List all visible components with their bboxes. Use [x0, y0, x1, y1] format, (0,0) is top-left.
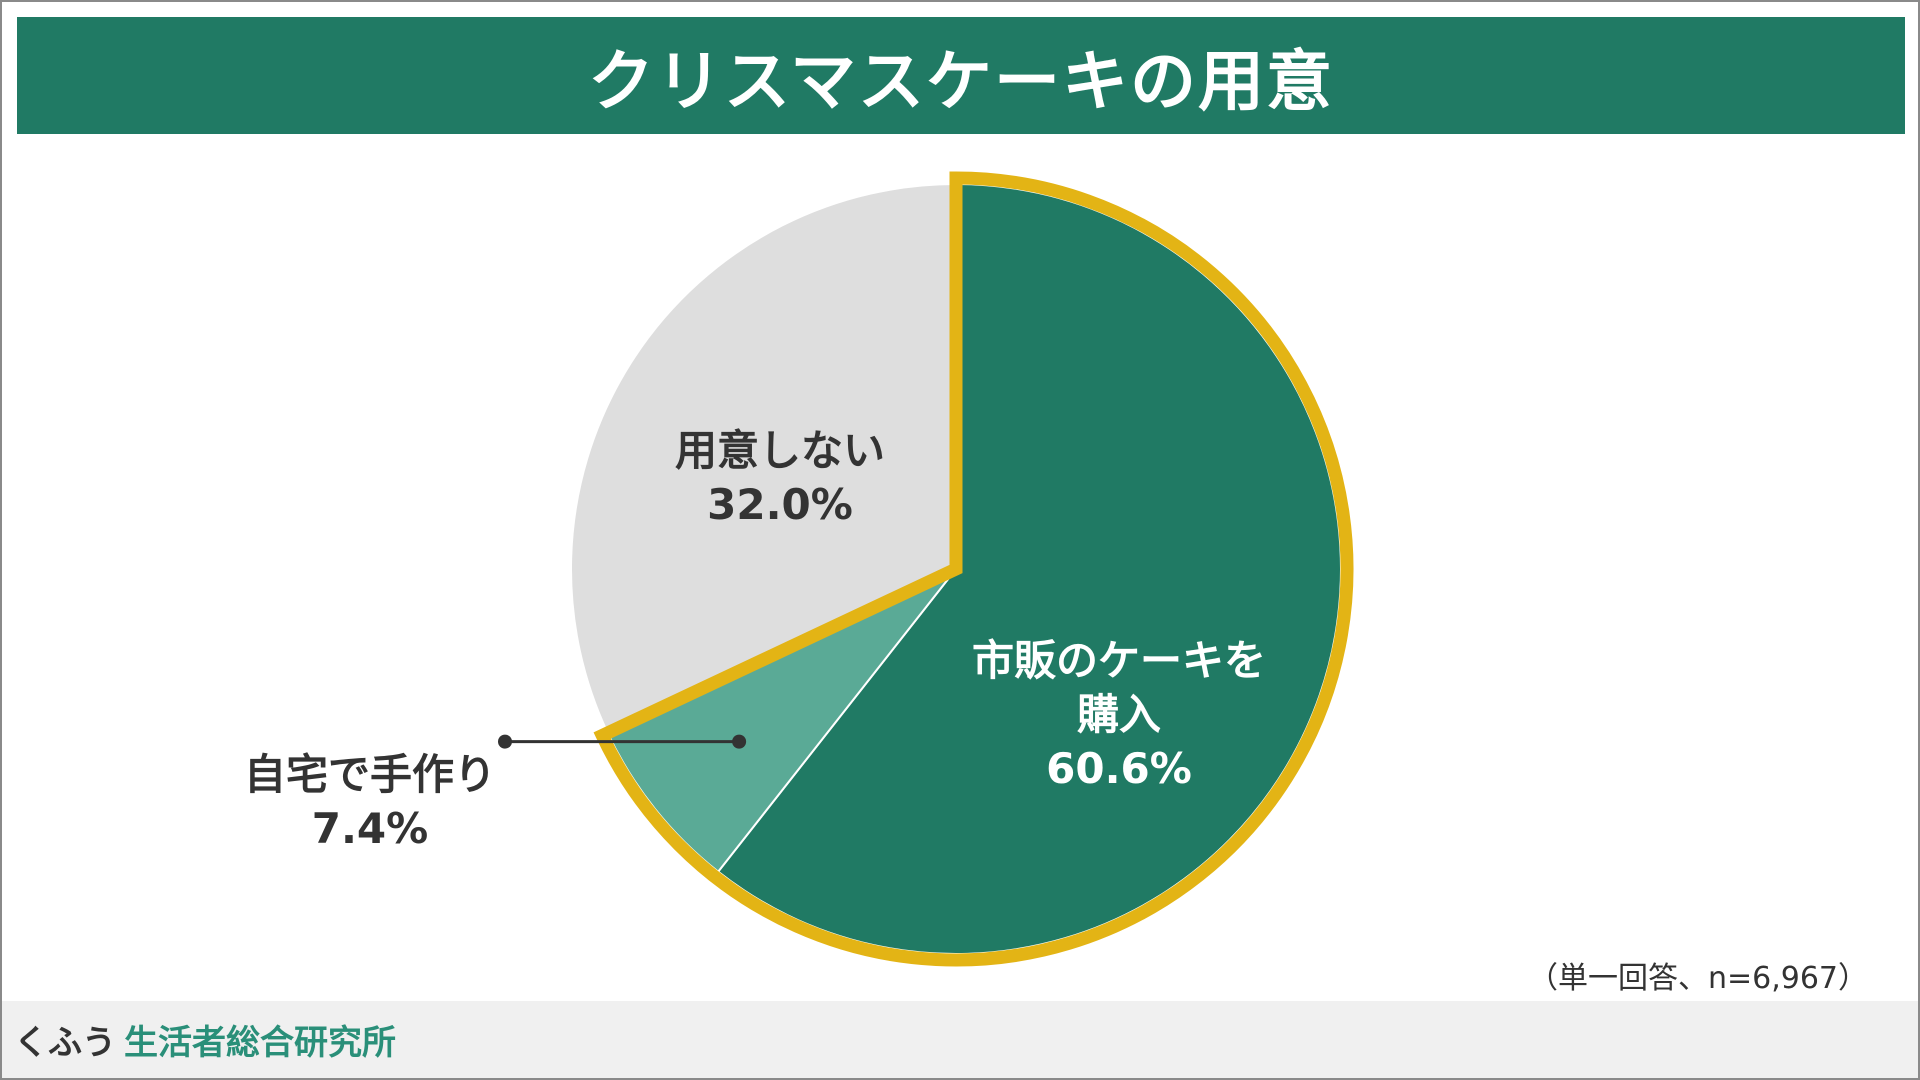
slice-label-line: 用意しない [674, 426, 886, 475]
callout-dot-slice [732, 734, 747, 749]
slice-label-none: 用意しない 32.0% [675, 424, 885, 532]
title-bar: クリスマスケーキの用意 [17, 17, 1905, 134]
slice-value-label: 60.6% [1046, 743, 1192, 793]
brand-logo-name: 生活者総合研究所 [124, 1023, 396, 1063]
highlight-outline [593, 171, 1354, 967]
callout-dot-end [498, 734, 512, 749]
slice-label-store-bought: 市販のケーキを 購入 60.6% [972, 634, 1266, 795]
slice-label-line: 自宅で手作り [243, 750, 497, 799]
footer: くふう 生活者総合研究所 [2, 1001, 1918, 1078]
chart-title: クリスマスケーキの用意 [587, 42, 1335, 120]
pie-slice-none [570, 182, 957, 735]
slice-label-line: 購入 [1076, 689, 1162, 739]
sample-note: （単一回答、n=6,967） [1527, 961, 1868, 996]
slice-label-homemade: 自宅で手作り 7.4% [244, 748, 496, 856]
brand-logo-kana: くふう [14, 1023, 116, 1063]
slice-value-label: 7.4% [311, 803, 429, 853]
slice-label-line: 市販のケーキを [971, 636, 1267, 685]
slice-value-label: 32.0% [707, 479, 853, 529]
